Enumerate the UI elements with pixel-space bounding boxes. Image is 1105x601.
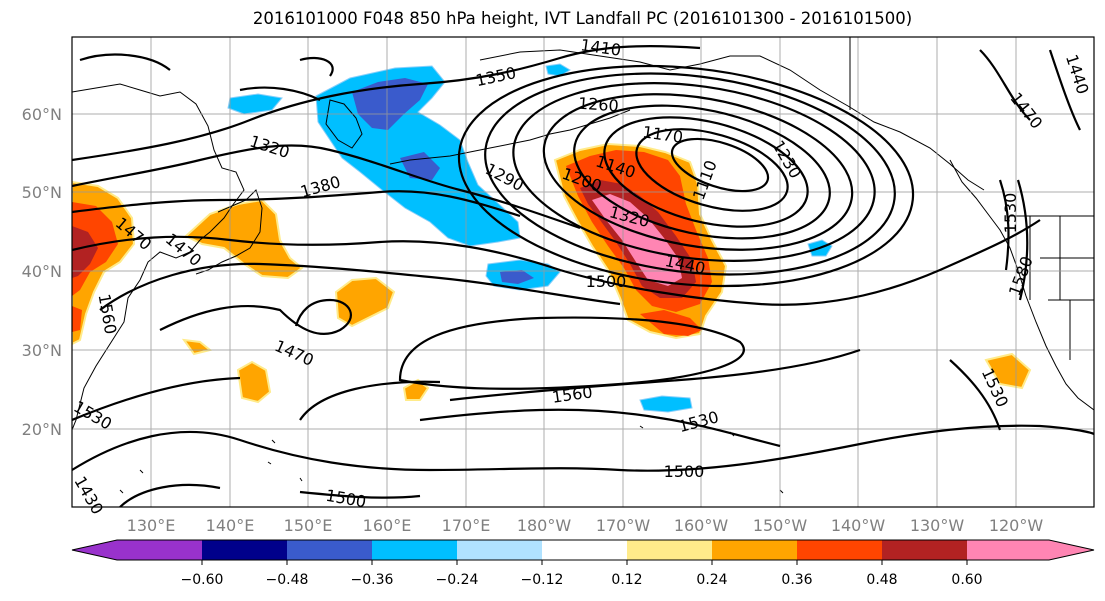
gridlines — [72, 37, 1094, 507]
height-contours — [72, 45, 1094, 507]
contour-line — [299, 348, 861, 421]
longitude-tick-label: 120°W — [989, 516, 1044, 535]
contour-line — [457, 64, 915, 288]
colorbar-segment — [627, 540, 712, 560]
contour-line — [573, 104, 831, 240]
contour-line — [512, 82, 876, 262]
colorbar-tick-label: 0.60 — [951, 572, 982, 588]
colorbar-segment — [117, 540, 202, 560]
alaska-coastline — [479, 49, 985, 191]
contour-label: 1530 — [1001, 193, 1020, 234]
latitude-tick-label: 60°N — [22, 105, 62, 124]
contour-line — [72, 424, 1094, 472]
contour-line — [603, 116, 809, 228]
contour-line — [119, 483, 421, 507]
longitude-tick-label: 150°E — [284, 516, 333, 535]
kamchatka-coastline — [325, 99, 363, 149]
negative-anomaly-core — [352, 78, 428, 130]
positive-anomaly-band — [72, 306, 82, 332]
contour-line — [72, 144, 581, 230]
contour-line — [72, 45, 701, 162]
positive-anomaly-band — [72, 226, 98, 278]
colorbar-segment — [202, 540, 287, 560]
colorbar-tick-label: 0.12 — [611, 572, 642, 588]
state-borders — [849, 37, 1094, 360]
positive-anomaly-region — [236, 360, 272, 404]
longitude-tick-label: 160°E — [363, 516, 412, 535]
latitude-tick-label: 50°N — [22, 183, 62, 202]
colorbar-segment — [797, 540, 882, 560]
contour-label: 1500 — [586, 272, 627, 291]
colorbar-tick-label: −0.24 — [436, 572, 479, 588]
longitude-tick-label: 160°W — [674, 516, 729, 535]
contour-line — [949, 49, 1081, 431]
longitude-tick-label: 140°W — [831, 516, 886, 535]
contour-line — [79, 53, 334, 101]
colorbar-segment — [542, 540, 627, 560]
colorbar-segment — [72, 540, 117, 560]
contour-line — [99, 262, 621, 311]
latitude-tick-label: 20°N — [22, 420, 62, 439]
north-america-coastline — [949, 159, 1094, 411]
colorbar: −0.60 −0.48 −0.36 −0.24 −0.12 0.12 0.24 … — [71, 539, 1095, 588]
positive-anomaly-region — [984, 352, 1032, 390]
colorbar-segment — [372, 540, 457, 560]
latitude-axis: 60°N 50°N 40°N 30°N 20°N — [22, 105, 62, 439]
colorbar-segment — [882, 540, 967, 560]
colorbar-outline — [71, 539, 1095, 561]
contour-line — [635, 128, 789, 212]
colorbar-tick-label: −0.12 — [521, 572, 564, 588]
colorbar-tick-label: −0.60 — [181, 572, 224, 588]
negative-anomaly-region — [227, 93, 283, 115]
contour-line — [159, 298, 352, 335]
colorbar-tick-label: −0.48 — [266, 572, 309, 588]
negative-anomaly-core — [400, 152, 440, 180]
colorbar-segment — [1049, 540, 1094, 560]
contour-line — [670, 137, 770, 193]
longitude-tick-label: 140°E — [206, 516, 255, 535]
positive-anomaly-core — [592, 194, 682, 286]
contour-label: 1500 — [664, 462, 705, 481]
asia-coastline — [72, 83, 245, 431]
negative-anomaly-core — [500, 270, 534, 284]
longitude-tick-label: 130°W — [910, 516, 965, 535]
longitude-tick-label: 180°W — [517, 516, 572, 535]
longitude-tick-label: 150°W — [753, 516, 808, 535]
latitude-tick-label: 40°N — [22, 262, 62, 281]
japan-coastline — [195, 189, 263, 275]
longitude-axis: 130°E 140°E 150°E 160°E 170°E 180°W 170°… — [127, 516, 1044, 535]
longitude-tick-label: 170°W — [596, 516, 651, 535]
contour-line — [72, 190, 521, 218]
colorbar-segment — [967, 540, 1049, 560]
contour-line — [398, 316, 745, 390]
plot-frame — [71, 36, 1095, 508]
contour-line — [542, 93, 854, 251]
colorbar-tick-label: 0.48 — [866, 572, 897, 588]
colorbar-segment — [712, 540, 797, 560]
longitude-tick-label: 170°E — [442, 516, 491, 535]
contour-line — [484, 72, 896, 276]
contour-line — [72, 376, 781, 448]
map-title: 2016101000 F048 850 hPa height, IVT Land… — [252, 9, 913, 28]
colorbar-tick-label: 0.36 — [781, 572, 812, 588]
positive-anomaly-region — [184, 198, 304, 280]
negative-anomaly-region — [639, 395, 693, 413]
longitude-tick-label: 130°E — [127, 516, 176, 535]
negative-anomaly-region — [545, 63, 571, 77]
colorbar-segment — [457, 540, 542, 560]
latitude-tick-label: 30°N — [22, 341, 62, 360]
colorbar-segment — [287, 540, 372, 560]
contour-line — [72, 219, 1041, 306]
colorbar-tick-label: 0.24 — [696, 572, 727, 588]
colorbar-tick-label: −0.36 — [351, 572, 394, 588]
contour-label: 1260 — [577, 94, 619, 116]
